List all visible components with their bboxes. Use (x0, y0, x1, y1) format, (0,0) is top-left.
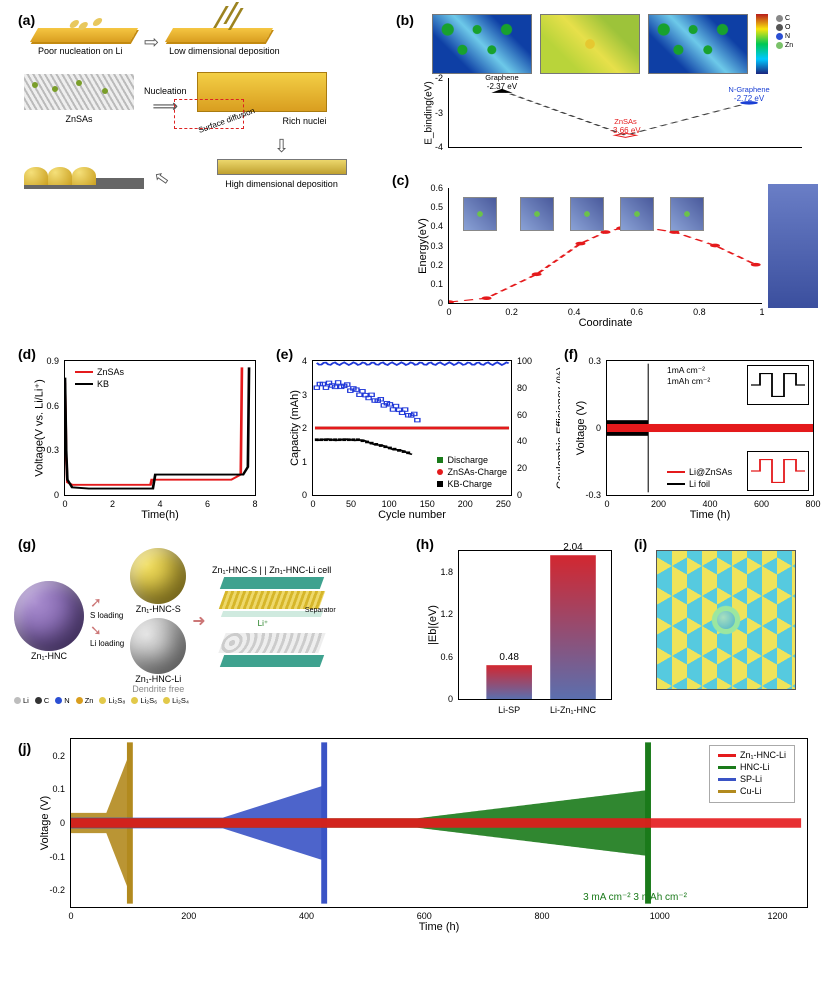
arrow-icon-4: ⇩ (274, 136, 289, 156)
panel-b: (b) C O N Zn E_binding(eV) Graphene-2.37… (392, 10, 822, 334)
g-la3: Zn (85, 696, 94, 705)
lattice-znsas (540, 14, 640, 74)
d-ylabel: Voltage(V vs. Li/Li⁺) (33, 379, 46, 477)
legend-d-kb: KB (97, 379, 109, 389)
colorbar-icon (756, 14, 768, 74)
arrow-g-s: ➚ (90, 594, 102, 610)
panel-e: (e) Capacity (mAh) Coulombic Efficiency … (272, 344, 552, 524)
panel-a-label: (a) (18, 12, 35, 28)
d-xlabel: Time(h) (141, 509, 178, 521)
legend-e-0: Discharge (447, 455, 488, 465)
chart-f: Voltage (V) Time (h) 1mA cm⁻² 1mAh cm⁻² … (606, 360, 814, 496)
text-high: High dimensional deposition (179, 179, 384, 189)
arrow-g-cell: ➜ (192, 611, 205, 631)
legend-e-2: KB-Charge (447, 479, 492, 489)
panel-g: (g) Zn₁-HNC ➚S loading ➘Li loading Zn₁-H… (14, 534, 404, 714)
legend-j-2: SP-Li (740, 774, 762, 784)
c-xlabel: Coordinate (579, 317, 633, 329)
legend-f-1: Li foil (689, 479, 710, 489)
text-rich: Rich nuclei (283, 116, 327, 126)
g-la6: Li₂S₄ (172, 696, 189, 705)
g-cell: Zn₁-HNC-S | | Zn₁-HNC-Li cell (212, 565, 332, 575)
g-la2: N (64, 696, 69, 705)
panel-b-label: (b) (396, 12, 414, 28)
panel-i: (i) (630, 534, 822, 690)
g-dfree: Dendrite free (130, 684, 186, 694)
text-znsas: ZnSAs (24, 114, 134, 124)
text-nucl: Nucleation (144, 86, 187, 96)
chart-h: |Eb|(eV) 0.48Li-SP2.04Li-Zn₁-HNC00.61.21… (458, 550, 612, 700)
arrow-icon: ⇨ (144, 32, 159, 53)
panel-j: (j) Voltage (V) Time (h) Zn₁-HNC-Li HNC-… (14, 738, 822, 908)
j-xlabel: Time (h) (419, 921, 460, 933)
arrow-icon-3: ⇦ (149, 166, 173, 192)
panel-f-label: (f) (564, 346, 578, 362)
text-poor: Poor nucleation on Li (38, 46, 134, 56)
panel-h-label: (h) (416, 536, 434, 552)
panel-g-label: (g) (18, 536, 36, 552)
g-liplus: Li⁺ (258, 619, 268, 628)
chart-d: Voltage(V vs. Li/Li⁺) Time(h) ZnSAs KB 0… (64, 360, 256, 496)
panel-d: (d) Voltage(V vs. Li/Li⁺) Time(h) ZnSAs … (14, 344, 264, 524)
legend-d-zns: ZnSAs (97, 367, 124, 377)
g-la0: Li (23, 696, 29, 705)
lattice-graphene (432, 14, 532, 74)
j-ylabel: Voltage (V) (39, 796, 51, 850)
legend-j-1: HNC-Li (740, 762, 770, 772)
panel-h: (h) |Eb|(eV) 0.48Li-SP2.04Li-Zn₁-HNC00.6… (412, 534, 622, 722)
g-zn1: Zn₁-HNC (14, 651, 84, 661)
f-xlabel: Time (h) (690, 509, 731, 521)
g-s: S loading (90, 611, 123, 620)
g-la5: Li₂S₆ (140, 696, 157, 705)
f-cond1: 1mA cm⁻² (667, 365, 710, 376)
g-li: Li loading (90, 639, 124, 648)
lattice-ngraph (648, 14, 748, 74)
b-ylabel: E_binding(eV) (424, 81, 435, 144)
g-la4: Li₂S₈ (108, 696, 125, 705)
j-cond: 3 mA cm⁻² 3 mAh cm⁻² (583, 892, 687, 903)
e-ylabel: Capacity (mAh) (289, 390, 301, 466)
g-zn1s: Zn₁-HNC-S (130, 604, 186, 614)
chart-b: E_binding(eV) Graphene-2.37 eVZnSAs-3.66… (448, 78, 802, 148)
f-cond2: 1mAh cm⁻² (667, 376, 710, 387)
legend-f-0: Li@ZnSAs (689, 467, 732, 477)
g-la1: C (44, 696, 49, 705)
chart-c: Energy(eV) Coordinate 00.20.40.60.8100.1… (448, 188, 762, 304)
panel-c-label: (c) (392, 172, 409, 188)
panel-f: (f) Voltage (V) Time (h) 1mA cm⁻² 1mAh c… (560, 344, 822, 524)
panel-a: (a) Poor nucleation on Li ⇨ Low dimensio… (14, 10, 384, 240)
panel-d-label: (d) (18, 346, 36, 362)
chart-j: Voltage (V) Time (h) Zn₁-HNC-Li HNC-Li S… (70, 738, 808, 908)
arrow-g-li: ➘ (90, 622, 102, 638)
legend-e-1: ZnSAs-Charge (447, 467, 507, 477)
sphere-zn1hnc (14, 581, 84, 651)
panel-j-label: (j) (18, 740, 31, 756)
g-sep: Separator (305, 607, 336, 614)
panel-e-label: (e) (276, 346, 293, 362)
g-zn1li: Zn₁-HNC-Li (130, 674, 186, 684)
e-xlabel: Cycle number (378, 509, 446, 521)
legend-j-3: Cu-Li (740, 786, 762, 796)
pattern-i (656, 550, 796, 690)
h-ylabel: |Eb|(eV) (427, 605, 439, 645)
legend-j-0: Zn₁-HNC-Li (740, 750, 786, 760)
f-ylabel: Voltage (V) (575, 401, 587, 455)
text-low: Low dimensional deposition (169, 46, 280, 56)
c-ylabel: Energy(eV) (417, 218, 429, 274)
panel-i-label: (i) (634, 536, 647, 552)
chart-e: Capacity (mAh) Coulombic Efficiency (%) … (312, 360, 512, 496)
